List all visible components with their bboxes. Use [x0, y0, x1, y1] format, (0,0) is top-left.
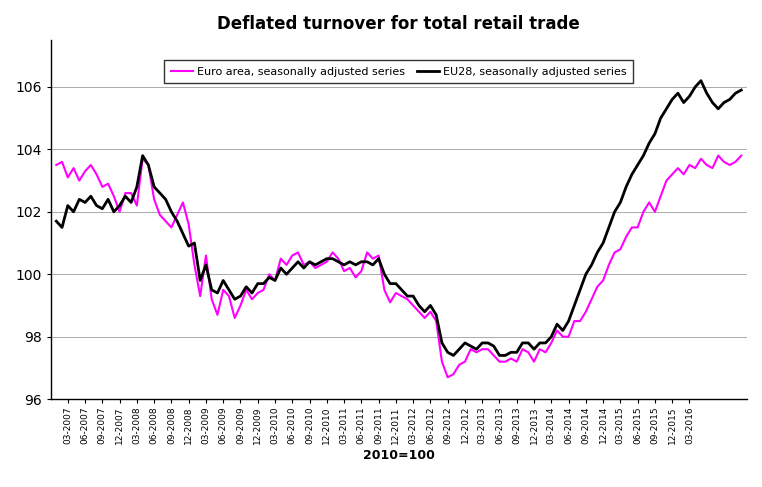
- Legend: Euro area, seasonally adjusted series, EU28, seasonally adjusted series: Euro area, seasonally adjusted series, E…: [164, 60, 633, 83]
- EU28, seasonally adjusted series: [431, 312, 440, 318]
- Euro area, seasonally adjusted series: [443, 375, 453, 380]
- Euro area, seasonally adjusted series: [725, 162, 735, 168]
- EU28, seasonally adjusted series: [530, 346, 539, 352]
- Line: EU28, seasonally adjusted series: EU28, seasonally adjusted series: [56, 81, 741, 356]
- EU28, seasonally adjusted series: [696, 78, 706, 84]
- Euro area, seasonally adjusted series: [737, 153, 746, 159]
- Euro area, seasonally adjusted series: [431, 318, 440, 324]
- Euro area, seasonally adjusted series: [52, 162, 61, 168]
- EU28, seasonally adjusted series: [598, 240, 607, 246]
- Line: Euro area, seasonally adjusted series: Euro area, seasonally adjusted series: [56, 156, 741, 377]
- EU28, seasonally adjusted series: [737, 87, 746, 93]
- EU28, seasonally adjusted series: [725, 96, 735, 102]
- Euro area, seasonally adjusted series: [196, 293, 205, 299]
- Title: Deflated turnover for total retail trade: Deflated turnover for total retail trade: [217, 15, 580, 33]
- Euro area, seasonally adjusted series: [598, 278, 607, 283]
- EU28, seasonally adjusted series: [236, 293, 245, 299]
- X-axis label: 2010=100: 2010=100: [363, 450, 434, 462]
- Euro area, seasonally adjusted series: [530, 359, 539, 365]
- EU28, seasonally adjusted series: [196, 278, 205, 283]
- Euro area, seasonally adjusted series: [236, 302, 245, 308]
- EU28, seasonally adjusted series: [52, 218, 61, 224]
- Euro area, seasonally adjusted series: [714, 153, 723, 159]
- EU28, seasonally adjusted series: [449, 353, 458, 358]
